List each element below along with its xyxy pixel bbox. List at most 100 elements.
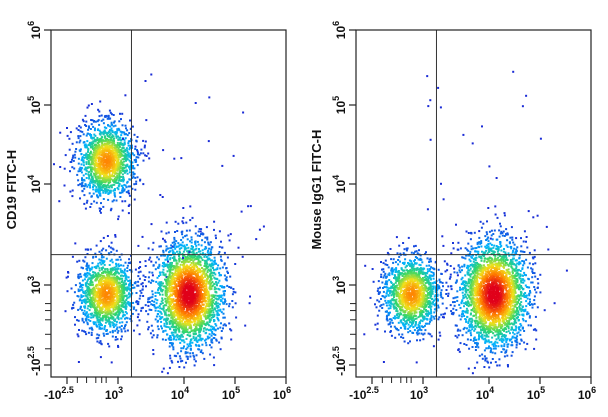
event-dot xyxy=(82,259,85,262)
event-dot xyxy=(110,296,113,299)
event-dot xyxy=(80,153,83,155)
event-dot xyxy=(90,268,93,271)
event-dot xyxy=(182,261,185,264)
event-dot xyxy=(110,169,113,172)
event-dot xyxy=(121,178,124,181)
event-dot xyxy=(142,285,144,288)
event-dot xyxy=(71,195,74,198)
event-dot xyxy=(124,273,127,275)
event-dot xyxy=(97,296,100,299)
event-dot xyxy=(97,177,100,180)
event-dot xyxy=(162,273,165,276)
event-dot xyxy=(205,344,208,347)
event-dot xyxy=(189,254,191,257)
event-dot xyxy=(174,267,177,270)
event-dot xyxy=(106,332,109,335)
event-dot xyxy=(121,309,124,312)
event-dot xyxy=(191,266,194,268)
event-dot xyxy=(136,176,139,179)
event-dot xyxy=(165,286,168,288)
event-dot xyxy=(97,159,100,162)
event-dot xyxy=(119,112,121,115)
event-dot xyxy=(85,169,88,172)
event-dot xyxy=(104,298,107,301)
event-dot xyxy=(90,103,93,105)
event-dot xyxy=(183,327,186,330)
event-dot xyxy=(93,266,96,269)
event-dot xyxy=(143,144,146,147)
event-dot xyxy=(86,248,89,251)
event-dot xyxy=(187,308,190,311)
event-dot xyxy=(201,309,204,312)
event-dot xyxy=(85,156,88,159)
event-dot xyxy=(185,257,188,260)
event-dot xyxy=(200,307,203,310)
event-dot xyxy=(207,254,210,257)
event-dot xyxy=(109,159,112,162)
event-dot xyxy=(171,301,174,304)
event-dot xyxy=(99,298,102,301)
event-dot xyxy=(184,271,187,274)
event-dot xyxy=(163,285,166,288)
event-dot xyxy=(97,119,100,122)
event-dot xyxy=(120,294,123,297)
event-dot xyxy=(161,327,163,330)
event-dot xyxy=(222,327,224,330)
event-dot xyxy=(202,330,205,333)
event-dot xyxy=(118,167,121,170)
event-dot xyxy=(145,119,148,122)
event-dot xyxy=(94,152,97,155)
population-2 xyxy=(64,234,168,364)
event-dot xyxy=(195,264,198,267)
event-dot xyxy=(161,299,164,302)
event-dot xyxy=(154,309,157,312)
event-dot xyxy=(194,232,197,235)
event-dot xyxy=(99,261,102,264)
event-dot xyxy=(118,171,121,174)
event-dot xyxy=(219,308,222,311)
event-dot xyxy=(112,199,115,202)
event-dot xyxy=(124,184,127,187)
event-dot xyxy=(126,297,129,300)
event-dot xyxy=(111,131,114,134)
event-dot xyxy=(114,151,117,154)
event-dot xyxy=(162,285,165,288)
event-dot xyxy=(200,233,202,236)
event-dot xyxy=(160,307,163,310)
event-dot xyxy=(180,274,183,277)
event-dot xyxy=(97,146,100,149)
event-dot xyxy=(114,318,117,321)
event-dot xyxy=(182,262,185,265)
event-dot xyxy=(185,229,188,232)
event-dot xyxy=(113,178,116,180)
event-dot xyxy=(206,305,209,308)
event-dot xyxy=(174,269,177,272)
event-dot xyxy=(96,139,99,142)
event-dot xyxy=(115,283,118,286)
event-dot xyxy=(78,125,81,128)
event-dot xyxy=(98,275,101,278)
event-dot xyxy=(68,137,71,140)
event-dot xyxy=(89,144,92,147)
event-dot xyxy=(166,264,168,267)
event-dot xyxy=(117,127,120,130)
event-dot xyxy=(84,294,87,297)
event-dot xyxy=(98,110,101,113)
event-dot xyxy=(111,153,113,156)
event-dot xyxy=(186,355,189,358)
event-dot xyxy=(107,303,110,306)
event-dot xyxy=(94,289,96,292)
event-dot xyxy=(98,144,101,147)
event-dot xyxy=(119,268,122,271)
event-dot xyxy=(212,316,214,319)
event-dot xyxy=(222,308,225,311)
event-dot xyxy=(96,340,99,343)
event-dot xyxy=(99,208,102,210)
event-dot xyxy=(168,345,171,348)
event-dot xyxy=(124,310,127,313)
event-dot xyxy=(208,336,211,339)
event-dot xyxy=(183,244,186,247)
event-dot xyxy=(124,137,127,140)
event-dot xyxy=(90,303,93,306)
event-dot xyxy=(189,281,192,284)
